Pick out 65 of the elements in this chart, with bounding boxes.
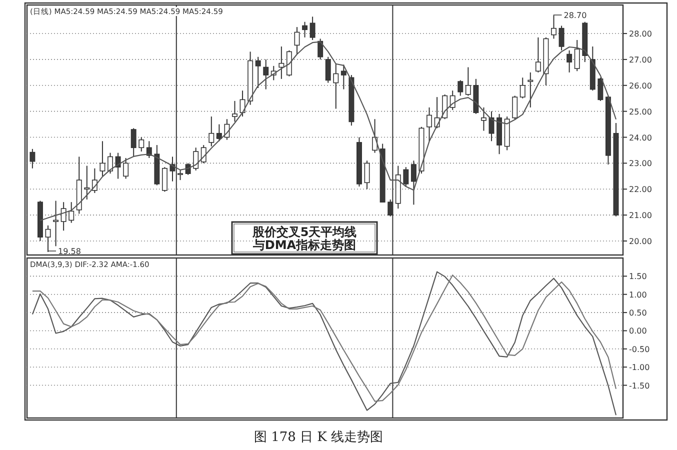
candlestick xyxy=(216,124,222,142)
candlestick xyxy=(60,202,66,232)
annotation: 股价交叉5天平均线 xyxy=(251,225,357,239)
candlestick xyxy=(286,50,292,77)
candlestick xyxy=(30,148,36,169)
candlestick xyxy=(68,202,74,224)
annotation: 与DMA指标走势图 xyxy=(252,238,356,252)
candlestick xyxy=(138,136,144,152)
candlestick xyxy=(255,56,261,88)
y-tick-label: -1.50 xyxy=(629,381,650,390)
candlestick xyxy=(458,80,464,96)
y-tick-label: 28.00 xyxy=(629,30,652,39)
candlestick xyxy=(278,46,284,80)
y-tick-label: -1.00 xyxy=(629,363,650,372)
candlestick xyxy=(325,56,331,84)
y-tick-label: 21.00 xyxy=(629,211,652,220)
candlestick xyxy=(123,158,129,180)
y-tick-label: 26.00 xyxy=(629,81,652,90)
candlestick xyxy=(442,94,448,120)
candlestick xyxy=(232,100,238,122)
candlestick xyxy=(263,58,269,90)
candlestick xyxy=(558,25,564,51)
candlestick xyxy=(598,77,604,102)
candlestick xyxy=(310,16,316,41)
y-tick-label: 24.00 xyxy=(629,133,652,142)
candlestick xyxy=(200,144,206,164)
y-tick-label: 23.00 xyxy=(629,159,652,168)
y-tick-label: 27.00 xyxy=(629,55,652,64)
candlestick xyxy=(208,116,214,147)
candlestick xyxy=(100,140,106,177)
y-tick-label: -0.50 xyxy=(629,344,650,354)
y-tick-label: 1.00 xyxy=(629,290,647,300)
candlestick xyxy=(193,147,199,171)
candlestick xyxy=(294,26,300,55)
candlestick xyxy=(318,38,324,60)
caption: 图 178 日 K 线走势图 xyxy=(254,430,384,445)
candlestick xyxy=(566,50,572,73)
candlestick xyxy=(333,62,339,110)
candlestick xyxy=(84,165,90,200)
candlestick xyxy=(302,21,308,38)
candlestick xyxy=(53,200,59,247)
candlestick xyxy=(528,72,534,108)
annotation: 28.70 xyxy=(564,11,587,20)
candlestick xyxy=(410,160,416,206)
candlestick xyxy=(162,166,168,192)
annotation: 19.58 xyxy=(58,247,81,256)
candlestick xyxy=(340,64,346,90)
candlestick xyxy=(426,106,432,142)
candlestick xyxy=(520,77,526,99)
candlestick xyxy=(465,66,471,96)
candlestick xyxy=(130,128,136,158)
y-tick-label: 0.50 xyxy=(629,308,647,318)
candlestick xyxy=(480,106,486,132)
candlestick xyxy=(535,36,541,73)
y-tick-label: 25.00 xyxy=(629,107,652,116)
y-tick-label: 22.00 xyxy=(629,185,652,194)
y-tick-label: 1.50 xyxy=(629,272,647,282)
y-tick-label: 0.00 xyxy=(629,326,647,336)
y-tick-label: 20.00 xyxy=(629,236,652,246)
candlestick xyxy=(364,160,370,190)
candlestick xyxy=(450,90,456,111)
candlestick xyxy=(512,95,518,120)
candlestick xyxy=(574,40,580,72)
candlestick xyxy=(108,152,113,174)
candlestick xyxy=(403,166,409,188)
